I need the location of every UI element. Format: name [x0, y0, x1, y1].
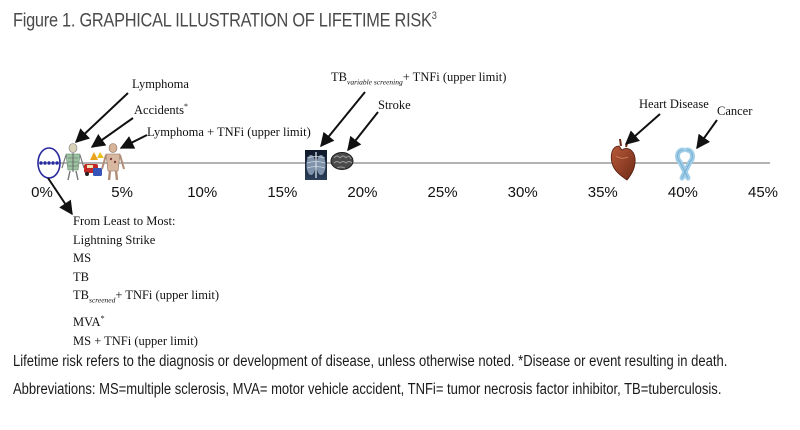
cancer-ribbon-icon [675, 147, 695, 181]
axis-tick-label: 15% [267, 184, 298, 201]
axis-tick-label: 10% [187, 184, 218, 201]
least-to-most-list: From Least to Most: Lightning Strike MS … [73, 212, 219, 351]
list-item: TBscreened+ TNFi (upper limit) [73, 288, 220, 305]
label-heart-disease: Heart Disease [639, 97, 709, 111]
figure-title: Figure 1. GRAPHICAL ILLUSTRATION OF LIFE… [13, 10, 437, 32]
label-lymphoma-tnfi: Lymphoma + TNFi (upper limit) [147, 125, 311, 139]
label-accidents: Accidents* [134, 102, 188, 118]
label-stroke: Stroke [378, 98, 411, 112]
axis-tick-label: 0% [31, 184, 53, 201]
arrow-least-to-most [47, 177, 73, 216]
chest-xray-icon [305, 150, 327, 180]
list-item: Lightning Strike [73, 232, 156, 247]
body-icon [101, 143, 125, 181]
list-heading: From Least to Most: [73, 214, 176, 228]
arrow-cancer [696, 119, 718, 150]
axis-tick-label: 45% [747, 184, 779, 201]
axis-tick-label: 35% [587, 184, 618, 201]
arrow-lymphoma [74, 92, 129, 143]
arrow-stroke [347, 111, 379, 152]
footnote-abbreviations: Abbreviations: MS=multiple sclerosis, MV… [13, 381, 722, 398]
car-accident-icon [84, 152, 104, 176]
list-item: MVA* [73, 314, 105, 330]
arrow-tb-variable [320, 91, 366, 148]
brain-icon [330, 152, 354, 170]
arrow-heart [624, 113, 661, 145]
arrow-lymphoma-tnfi [119, 134, 148, 149]
arrow-accidents [90, 117, 134, 148]
heart-icon [610, 138, 636, 181]
axis-tick-label: 25% [427, 184, 458, 201]
list-item: MS + TNFi (upper limit) [73, 334, 198, 349]
axis-tick-label: 40% [667, 184, 698, 201]
label-lymphoma: Lymphoma [132, 77, 189, 91]
list-item: TB [73, 269, 89, 284]
skeleton-icon [61, 143, 85, 181]
small-events-cluster-icon [37, 147, 61, 179]
axis-tick-label: 20% [347, 184, 378, 201]
axis-tick-label: 5% [111, 184, 133, 201]
footnote-definition: Lifetime risk refers to the diagnosis or… [13, 353, 728, 370]
list-item: MS [73, 251, 92, 266]
label-tb-variable: TBvariable screening+ TNFi (upper limit) [331, 70, 507, 87]
label-cancer: Cancer [717, 104, 753, 118]
axis-tick-label: 30% [507, 184, 538, 201]
